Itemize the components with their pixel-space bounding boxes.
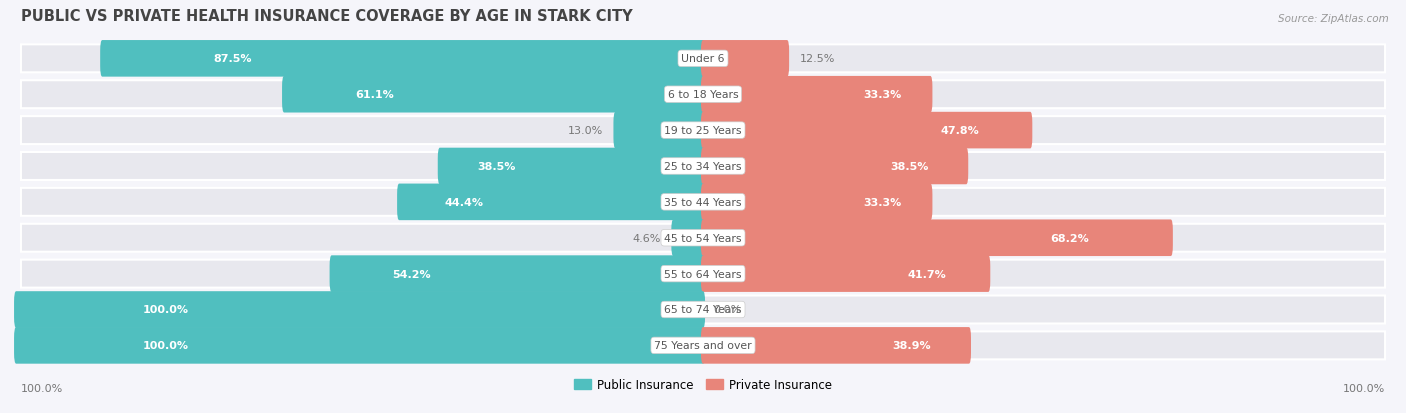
Text: 45 to 54 Years: 45 to 54 Years — [664, 233, 742, 243]
Text: 12.5%: 12.5% — [800, 54, 835, 64]
FancyBboxPatch shape — [702, 77, 932, 113]
FancyBboxPatch shape — [702, 112, 1032, 149]
Legend: Public Insurance, Private Insurance: Public Insurance, Private Insurance — [569, 374, 837, 396]
FancyBboxPatch shape — [671, 220, 704, 256]
Text: 54.2%: 54.2% — [392, 269, 432, 279]
FancyBboxPatch shape — [21, 332, 1385, 359]
FancyBboxPatch shape — [21, 260, 1385, 288]
Text: 41.7%: 41.7% — [908, 269, 946, 279]
Text: 13.0%: 13.0% — [568, 126, 603, 136]
FancyBboxPatch shape — [21, 188, 1385, 216]
Text: 100.0%: 100.0% — [21, 383, 63, 393]
FancyBboxPatch shape — [702, 220, 1173, 256]
FancyBboxPatch shape — [283, 77, 704, 113]
FancyBboxPatch shape — [613, 112, 704, 149]
FancyBboxPatch shape — [21, 81, 1385, 109]
FancyBboxPatch shape — [702, 148, 969, 185]
Text: Source: ZipAtlas.com: Source: ZipAtlas.com — [1278, 14, 1389, 24]
FancyBboxPatch shape — [21, 117, 1385, 145]
Text: 100.0%: 100.0% — [142, 341, 188, 351]
FancyBboxPatch shape — [437, 148, 704, 185]
FancyBboxPatch shape — [14, 292, 704, 328]
Text: 0.0%: 0.0% — [713, 305, 741, 315]
Text: 65 to 74 Years: 65 to 74 Years — [664, 305, 742, 315]
Text: 100.0%: 100.0% — [142, 305, 188, 315]
Text: 68.2%: 68.2% — [1050, 233, 1088, 243]
FancyBboxPatch shape — [702, 256, 990, 292]
FancyBboxPatch shape — [21, 45, 1385, 73]
Text: 55 to 64 Years: 55 to 64 Years — [664, 269, 742, 279]
Text: 100.0%: 100.0% — [1343, 383, 1385, 393]
FancyBboxPatch shape — [702, 184, 932, 221]
Text: 6 to 18 Years: 6 to 18 Years — [668, 90, 738, 100]
Text: 87.5%: 87.5% — [214, 54, 252, 64]
Text: 75 Years and over: 75 Years and over — [654, 341, 752, 351]
FancyBboxPatch shape — [329, 256, 704, 292]
Text: Under 6: Under 6 — [682, 54, 724, 64]
Text: 33.3%: 33.3% — [863, 197, 901, 207]
Text: 19 to 25 Years: 19 to 25 Years — [664, 126, 742, 136]
FancyBboxPatch shape — [396, 184, 704, 221]
Text: 47.8%: 47.8% — [941, 126, 979, 136]
FancyBboxPatch shape — [21, 224, 1385, 252]
Text: 61.1%: 61.1% — [356, 90, 394, 100]
FancyBboxPatch shape — [21, 296, 1385, 324]
Text: 33.3%: 33.3% — [863, 90, 901, 100]
Text: 25 to 34 Years: 25 to 34 Years — [664, 161, 742, 171]
FancyBboxPatch shape — [702, 41, 789, 78]
Text: 44.4%: 44.4% — [444, 197, 484, 207]
FancyBboxPatch shape — [100, 41, 704, 78]
Text: 38.9%: 38.9% — [893, 341, 931, 351]
Text: PUBLIC VS PRIVATE HEALTH INSURANCE COVERAGE BY AGE IN STARK CITY: PUBLIC VS PRIVATE HEALTH INSURANCE COVER… — [21, 9, 633, 24]
FancyBboxPatch shape — [14, 327, 704, 364]
FancyBboxPatch shape — [21, 153, 1385, 180]
FancyBboxPatch shape — [702, 327, 972, 364]
Text: 35 to 44 Years: 35 to 44 Years — [664, 197, 742, 207]
Text: 4.6%: 4.6% — [633, 233, 661, 243]
Text: 38.5%: 38.5% — [477, 161, 515, 171]
Text: 38.5%: 38.5% — [891, 161, 929, 171]
